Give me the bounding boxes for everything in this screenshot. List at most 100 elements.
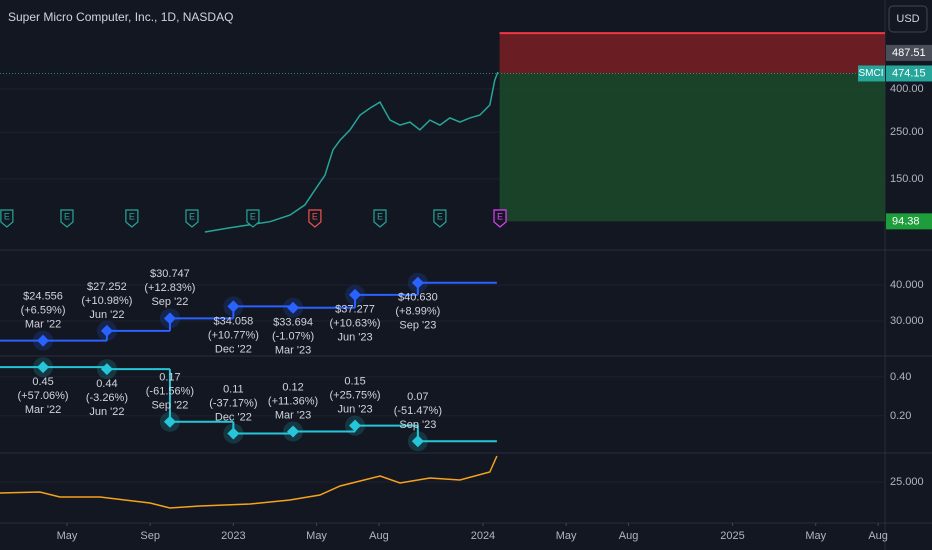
earnings-label: E (497, 211, 503, 221)
diamond-marker (287, 425, 300, 438)
diamond-marker (411, 435, 424, 448)
period-label: Mar '22 (25, 319, 61, 331)
earnings-label: E (189, 211, 195, 221)
symbol-tag-label: SMCI (859, 68, 884, 79)
symbol-tag (858, 65, 885, 82)
period-label: Jun '23 (337, 332, 372, 344)
currency-button[interactable] (888, 5, 928, 33)
period-label: Sep '23 (399, 419, 436, 431)
value-label: $27.252 (87, 281, 127, 293)
earnings-marker (493, 209, 507, 228)
earnings-marker (373, 209, 387, 228)
period-label: Sep '22 (151, 400, 188, 412)
high-price-box (886, 44, 932, 61)
diamond-marker (227, 427, 240, 440)
period-label: Mar '22 (25, 404, 61, 416)
y-tick-label: 250.00 (890, 126, 924, 138)
diamond-marker (37, 334, 50, 347)
period-label: Jun '22 (89, 406, 124, 418)
y-tick-label: 0.20 (890, 410, 911, 422)
value-label: 0.07 (407, 391, 428, 403)
x-tick-label: Aug (369, 530, 389, 542)
change-label: (-61.56%) (146, 386, 194, 398)
value-label: 0.11 (223, 383, 244, 395)
earnings-marker (308, 209, 322, 228)
period-label: Dec '22 (215, 411, 252, 423)
chart-title: Super Micro Computer, Inc., 1D, NASDAQ (8, 10, 233, 24)
earnings-marker (125, 209, 139, 228)
high-price-label: 487.51 (892, 47, 926, 59)
earnings-marker (433, 209, 447, 228)
change-label: (+10.98%) (81, 295, 132, 307)
period-label: Dec '22 (215, 343, 252, 355)
period-label: Mar '23 (275, 409, 311, 421)
change-label: (+25.75%) (330, 390, 381, 402)
period-label: Sep '22 (151, 296, 188, 308)
diamond-marker (100, 363, 113, 376)
change-label: (-51.47%) (394, 405, 442, 417)
diamond-marker (163, 415, 176, 428)
value-label: 0.45 (32, 376, 53, 388)
change-label: (+8.99%) (395, 306, 440, 318)
y-tick-label: 150.00 (890, 173, 924, 185)
y-tick-label: 400.00 (890, 83, 924, 95)
diamond-marker (411, 276, 424, 289)
earnings-marker (60, 209, 74, 228)
earnings-label: E (64, 211, 70, 221)
value-label: $40.630 (398, 292, 438, 304)
change-label: (-3.26%) (86, 392, 128, 404)
change-label: (+6.59%) (21, 305, 66, 317)
position-zone (499, 33, 885, 74)
value-label: 0.17 (159, 372, 180, 384)
price-line (0, 455, 498, 509)
earnings-marker (185, 209, 199, 228)
x-tick-label: 2025 (720, 530, 744, 542)
earnings-marker (246, 209, 260, 228)
earnings-marker (0, 209, 14, 228)
change-label: (+11.36%) (268, 395, 318, 407)
value-label: $33.694 (273, 317, 313, 329)
period-label: Jun '23 (337, 404, 372, 416)
change-label: (+10.63%) (330, 318, 381, 330)
x-tick-label: May (805, 530, 826, 542)
price-line (204, 71, 499, 233)
value-label: $30.747 (150, 268, 190, 280)
x-tick-label: Aug (868, 530, 888, 542)
change-label: (-37.17%) (209, 397, 257, 409)
value-label: 0.12 (282, 381, 303, 393)
value-label: $24.556 (23, 291, 63, 303)
change-label: (+57.06%) (18, 390, 69, 402)
position-zone (499, 73, 885, 222)
y-tick-label: 30.000 (890, 315, 924, 327)
diamond-marker (349, 288, 362, 301)
x-tick-label: Sep (140, 530, 160, 542)
diamond-marker (287, 301, 300, 314)
period-label: Sep '23 (399, 320, 436, 332)
diamond-marker (37, 361, 50, 374)
last-price-box (886, 65, 932, 82)
value-label: 0.44 (96, 378, 117, 390)
x-tick-label: Aug (619, 530, 639, 542)
diamond-marker (163, 312, 176, 325)
earnings-label: E (4, 211, 10, 221)
last-price-label: 474.15 (892, 67, 926, 79)
change-label: (+12.83%) (144, 282, 195, 294)
y-tick-label: 40.000 (890, 279, 924, 291)
x-tick-label: 2023 (221, 530, 245, 542)
earnings-label: E (250, 211, 256, 221)
y-tick-label: 25.000 (890, 476, 924, 488)
x-tick-label: May (57, 530, 78, 542)
zone-bottom-box (886, 213, 932, 230)
value-label: $37.277 (335, 304, 375, 316)
x-tick-label: May (306, 530, 327, 542)
period-label: Jun '22 (89, 309, 124, 321)
change-label: (+10.77%) (208, 329, 259, 341)
diamond-marker (349, 419, 362, 432)
period-label: Mar '23 (275, 345, 311, 357)
currency-label[interactable]: USD (896, 13, 919, 25)
earnings-label: E (377, 211, 383, 221)
zone-bottom-label: 94.38 (892, 215, 920, 227)
earnings-label: E (312, 211, 318, 221)
change-label: (-1.07%) (272, 331, 314, 343)
